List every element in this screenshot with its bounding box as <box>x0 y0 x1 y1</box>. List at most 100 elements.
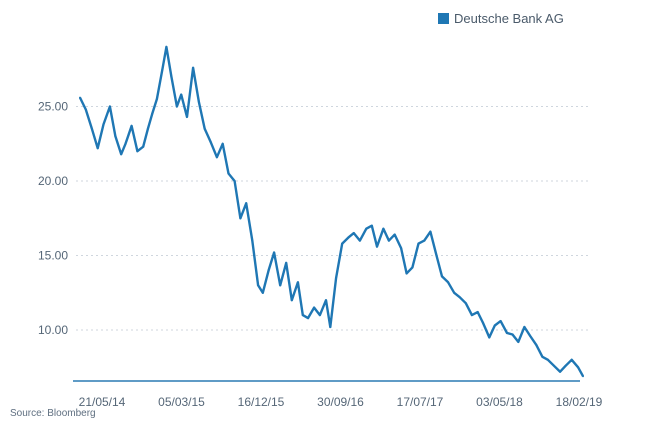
data-point <box>301 314 304 317</box>
data-point <box>458 296 461 299</box>
data-point <box>476 311 479 314</box>
data-point <box>215 156 218 159</box>
series-layer <box>78 45 585 378</box>
data-point <box>393 233 396 236</box>
data-point <box>175 105 178 108</box>
data-point <box>365 227 368 230</box>
data-point <box>376 245 378 248</box>
data-point <box>347 236 350 239</box>
data-point <box>352 232 355 235</box>
chart-legend: Deutsche Bank AG <box>438 11 564 26</box>
data-point <box>493 324 496 327</box>
data-point <box>285 261 288 264</box>
data-point <box>151 112 154 115</box>
data-point <box>570 358 573 361</box>
y-tick-label: 15.00 <box>38 249 68 263</box>
data-point <box>577 366 580 369</box>
data-point <box>400 247 403 250</box>
data-point <box>546 358 549 361</box>
data-point <box>114 135 117 138</box>
data-point <box>90 127 93 130</box>
data-point <box>130 124 133 127</box>
data-point <box>329 326 332 328</box>
legend-swatch <box>438 13 449 24</box>
data-point <box>517 340 520 343</box>
data-point <box>161 68 164 71</box>
data-point <box>523 326 526 328</box>
data-point <box>296 281 299 284</box>
data-point <box>435 254 438 257</box>
data-point <box>335 276 338 279</box>
data-point <box>136 150 139 153</box>
data-point <box>124 142 127 145</box>
data-point <box>488 336 491 339</box>
x-tick-label: 21/05/14 <box>79 395 126 409</box>
data-point <box>120 153 123 156</box>
data-point <box>341 242 344 245</box>
data-point <box>267 269 270 272</box>
data-point <box>535 343 538 346</box>
data-point <box>197 101 200 103</box>
data-point <box>290 299 293 302</box>
data-point <box>155 98 158 100</box>
data-point <box>429 230 432 233</box>
data-point <box>464 302 467 305</box>
data-point <box>506 332 508 334</box>
data-point <box>453 291 456 294</box>
series-line-deutsche-bank <box>78 45 585 377</box>
data-point <box>261 291 264 294</box>
x-tick-label: 03/05/18 <box>476 395 523 409</box>
data-point <box>79 96 81 99</box>
data-point <box>165 45 168 48</box>
data-point <box>541 355 544 358</box>
data-point <box>318 314 321 317</box>
data-point <box>441 275 443 278</box>
data-point <box>387 239 390 242</box>
x-tick-label: 30/09/16 <box>317 395 364 409</box>
y-axis-ticks: 10.00 15.00 20.00 25.00 <box>38 100 68 338</box>
data-point <box>227 172 230 175</box>
x-tick-label: 17/07/17 <box>397 395 444 409</box>
data-point <box>108 105 111 108</box>
y-tick-label: 20.00 <box>38 174 68 188</box>
data-point <box>470 314 473 317</box>
x-tick-label: 16/12/15 <box>238 395 285 409</box>
data-point <box>382 227 385 230</box>
data-point <box>273 251 276 254</box>
data-point <box>142 145 145 148</box>
y-tick-label: 10.00 <box>38 323 68 337</box>
data-point <box>417 242 420 245</box>
data-point <box>307 317 309 320</box>
data-point <box>233 180 236 182</box>
data-point <box>529 335 532 337</box>
source-note: Source: Bloomberg <box>10 408 96 419</box>
data-point <box>511 333 514 336</box>
data-point <box>245 202 248 205</box>
data-point <box>423 239 426 242</box>
grid-lines <box>76 106 590 331</box>
data-point <box>559 370 562 373</box>
data-point <box>370 224 373 227</box>
data-point <box>553 364 555 367</box>
y-tick-label: 25.00 <box>38 100 68 114</box>
data-point <box>279 284 282 287</box>
data-point <box>84 108 87 111</box>
data-point <box>170 75 173 78</box>
data-point <box>447 281 450 284</box>
data-point <box>102 123 105 126</box>
data-point <box>481 321 484 324</box>
data-point <box>325 299 327 302</box>
data-point <box>203 127 206 130</box>
data-point <box>257 284 260 287</box>
data-point <box>499 320 502 323</box>
data-point <box>209 141 212 144</box>
x-axis-ticks: 21/05/14 05/03/15 16/12/15 30/09/16 17/07/17… <box>79 395 603 409</box>
data-point <box>358 239 361 242</box>
data-point <box>192 66 195 69</box>
data-point <box>411 266 414 269</box>
data-point <box>180 93 183 96</box>
data-point <box>405 272 408 275</box>
data-point <box>251 239 254 242</box>
data-point <box>186 115 188 118</box>
